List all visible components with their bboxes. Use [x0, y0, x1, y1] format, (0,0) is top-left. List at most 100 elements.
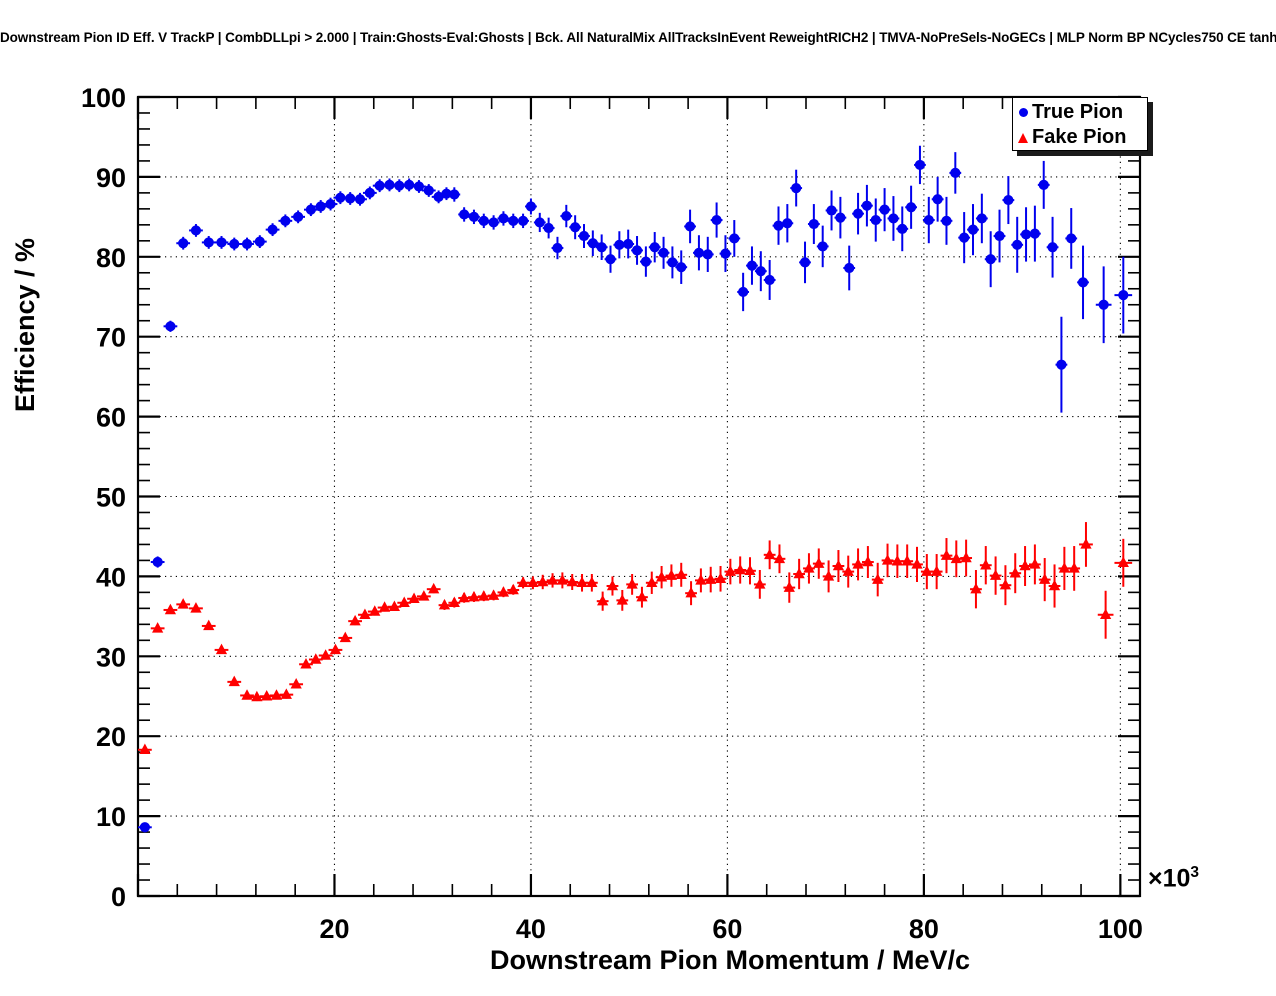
data-point	[980, 558, 992, 570]
data-point	[799, 257, 811, 268]
data-point	[261, 689, 273, 701]
data-point	[329, 643, 342, 655]
data-point	[537, 575, 549, 587]
data-point	[764, 274, 775, 286]
data-point	[793, 567, 805, 579]
data-point	[695, 574, 707, 585]
data-point	[891, 554, 903, 566]
data-point	[932, 194, 943, 205]
data-point	[861, 200, 873, 211]
data-point	[203, 619, 215, 631]
data-point	[950, 167, 961, 179]
data-point	[714, 572, 727, 584]
page-title: Downstream Pion ID Eff. V TrackP | CombD…	[0, 30, 1276, 45]
data-point	[408, 592, 420, 604]
data-point	[985, 254, 996, 265]
legend: True Pion Fake Pion	[1012, 97, 1148, 151]
data-point	[636, 590, 648, 602]
data-point	[649, 242, 660, 253]
data-point	[646, 576, 658, 588]
data-point	[177, 598, 189, 609]
data-point	[791, 182, 802, 194]
data-point	[241, 689, 253, 700]
data-point	[478, 215, 489, 226]
data-point	[228, 675, 240, 687]
data-point	[586, 576, 598, 588]
data-point	[734, 563, 746, 575]
data-point	[906, 202, 917, 213]
y-tick-label: 70	[96, 323, 126, 353]
x-tick-label: 20	[319, 914, 349, 944]
data-point	[994, 230, 1005, 242]
data-point	[359, 608, 371, 619]
data-point	[152, 622, 164, 633]
data-point	[339, 631, 351, 643]
data-point	[835, 212, 846, 223]
data-point	[543, 222, 554, 234]
data-point	[724, 565, 736, 576]
data-point	[241, 238, 253, 250]
data-point	[1080, 538, 1092, 549]
x-axis-multiplier: ×103	[1148, 864, 1199, 893]
data-point	[190, 225, 202, 236]
data-point	[852, 558, 864, 569]
y-tick-label: 80	[96, 243, 126, 273]
data-point	[190, 602, 202, 613]
data-point	[310, 653, 322, 664]
data-point	[215, 643, 228, 655]
data-point	[826, 205, 837, 216]
data-point	[746, 260, 758, 271]
data-point	[498, 213, 509, 224]
data-point	[1003, 194, 1014, 206]
data-point	[684, 221, 696, 232]
data-point	[315, 201, 326, 212]
data-point	[305, 204, 316, 215]
data-point	[280, 215, 291, 226]
x-tick-label: 40	[516, 914, 546, 944]
data-point	[897, 223, 908, 234]
data-point	[940, 549, 953, 560]
data-point	[378, 601, 391, 612]
data-point	[293, 211, 304, 222]
data-point	[508, 215, 519, 226]
data-point	[773, 552, 786, 564]
data-point	[487, 589, 500, 600]
x-tick-label: 60	[712, 914, 742, 944]
data-point	[1038, 179, 1049, 190]
data-point	[1029, 558, 1041, 569]
data-point	[267, 224, 278, 235]
data-point	[655, 570, 668, 582]
data-point	[325, 198, 336, 210]
data-point	[587, 238, 598, 249]
data-point	[941, 215, 952, 226]
data-point	[813, 557, 825, 568]
data-point	[1066, 233, 1077, 244]
data-point	[931, 565, 943, 576]
data-point	[566, 575, 578, 587]
data-point	[404, 179, 415, 190]
data-point	[570, 222, 581, 233]
data-point	[844, 262, 855, 274]
y-tick-label: 40	[96, 562, 126, 592]
data-point	[744, 564, 756, 576]
data-point	[976, 213, 987, 224]
data-point	[438, 598, 451, 610]
data-point	[764, 548, 776, 560]
data-point	[842, 565, 854, 576]
data-point	[832, 559, 845, 571]
data-point	[448, 596, 460, 608]
data-point	[418, 590, 430, 601]
data-point	[1117, 556, 1129, 568]
data-point	[967, 224, 979, 235]
series-true-pion	[138, 145, 1133, 833]
data-point	[950, 552, 962, 564]
data-point	[534, 217, 545, 228]
data-point	[782, 218, 793, 229]
data-point	[852, 208, 864, 219]
data-point	[1039, 573, 1051, 584]
data-point	[822, 570, 835, 581]
data-point	[254, 236, 265, 247]
data-point	[517, 215, 529, 226]
y-tick-label: 100	[81, 83, 126, 113]
